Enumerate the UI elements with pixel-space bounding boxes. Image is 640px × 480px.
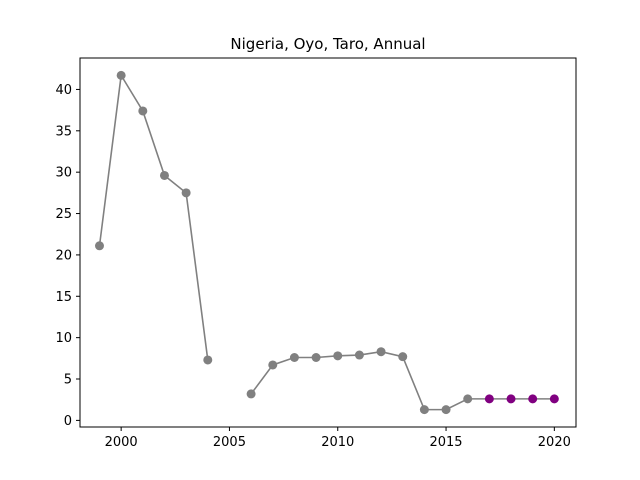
data-point-0-2004: [203, 355, 213, 365]
y-tick-label-15: 15: [55, 290, 72, 305]
y-tick-label-10: 10: [55, 331, 72, 346]
data-point-1-2018: [506, 394, 516, 404]
data-point-0-2010: [333, 351, 343, 361]
chart-title: Nigeria, Oyo, Taro, Annual: [230, 35, 425, 53]
data-point-0-2016: [463, 394, 473, 404]
x-tick-label-2000: 2000: [105, 435, 138, 450]
data-point-0-2006: [246, 389, 256, 399]
data-point-0-2002: [159, 170, 169, 180]
x-tick-label-2010: 2010: [321, 435, 354, 450]
x-tick-label-2015: 2015: [429, 435, 462, 450]
axes-frame: [79, 57, 577, 428]
data-point-0-2011: [354, 350, 364, 360]
data-point-1-2019: [528, 394, 538, 404]
axes-layer: 2000 2005 2010 2015 2020 0 5 10 15 20 25 30 35 40: [55, 57, 577, 450]
series-layer: [94, 70, 559, 415]
x-tick-label-2005: 2005: [213, 435, 246, 450]
data-point-0-1999: [94, 241, 104, 251]
data-point-1-2020: [549, 394, 559, 404]
y-tick-label-0: 0: [64, 414, 72, 429]
data-point-0-2009: [311, 353, 321, 363]
x-tick-label-2020: 2020: [538, 435, 571, 450]
data-point-0-2008: [289, 353, 299, 363]
data-point-0-2000: [116, 70, 126, 80]
data-point-0-2007: [268, 360, 278, 370]
data-point-0-2012: [376, 347, 386, 357]
y-tick-label-25: 25: [55, 207, 72, 222]
data-point-0-2013: [398, 352, 408, 362]
y-tick-label-40: 40: [55, 83, 72, 98]
data-point-0-2015: [441, 405, 451, 415]
y-tick-label-5: 5: [64, 373, 72, 388]
data-point-0-2003: [181, 188, 191, 198]
y-tick-label-20: 20: [55, 248, 72, 263]
y-tick-label-35: 35: [55, 124, 72, 139]
data-point-0-2001: [138, 106, 148, 116]
y-tick-label-30: 30: [55, 166, 72, 181]
data-point-1-2017: [484, 394, 494, 404]
data-point-0-2014: [419, 405, 429, 415]
